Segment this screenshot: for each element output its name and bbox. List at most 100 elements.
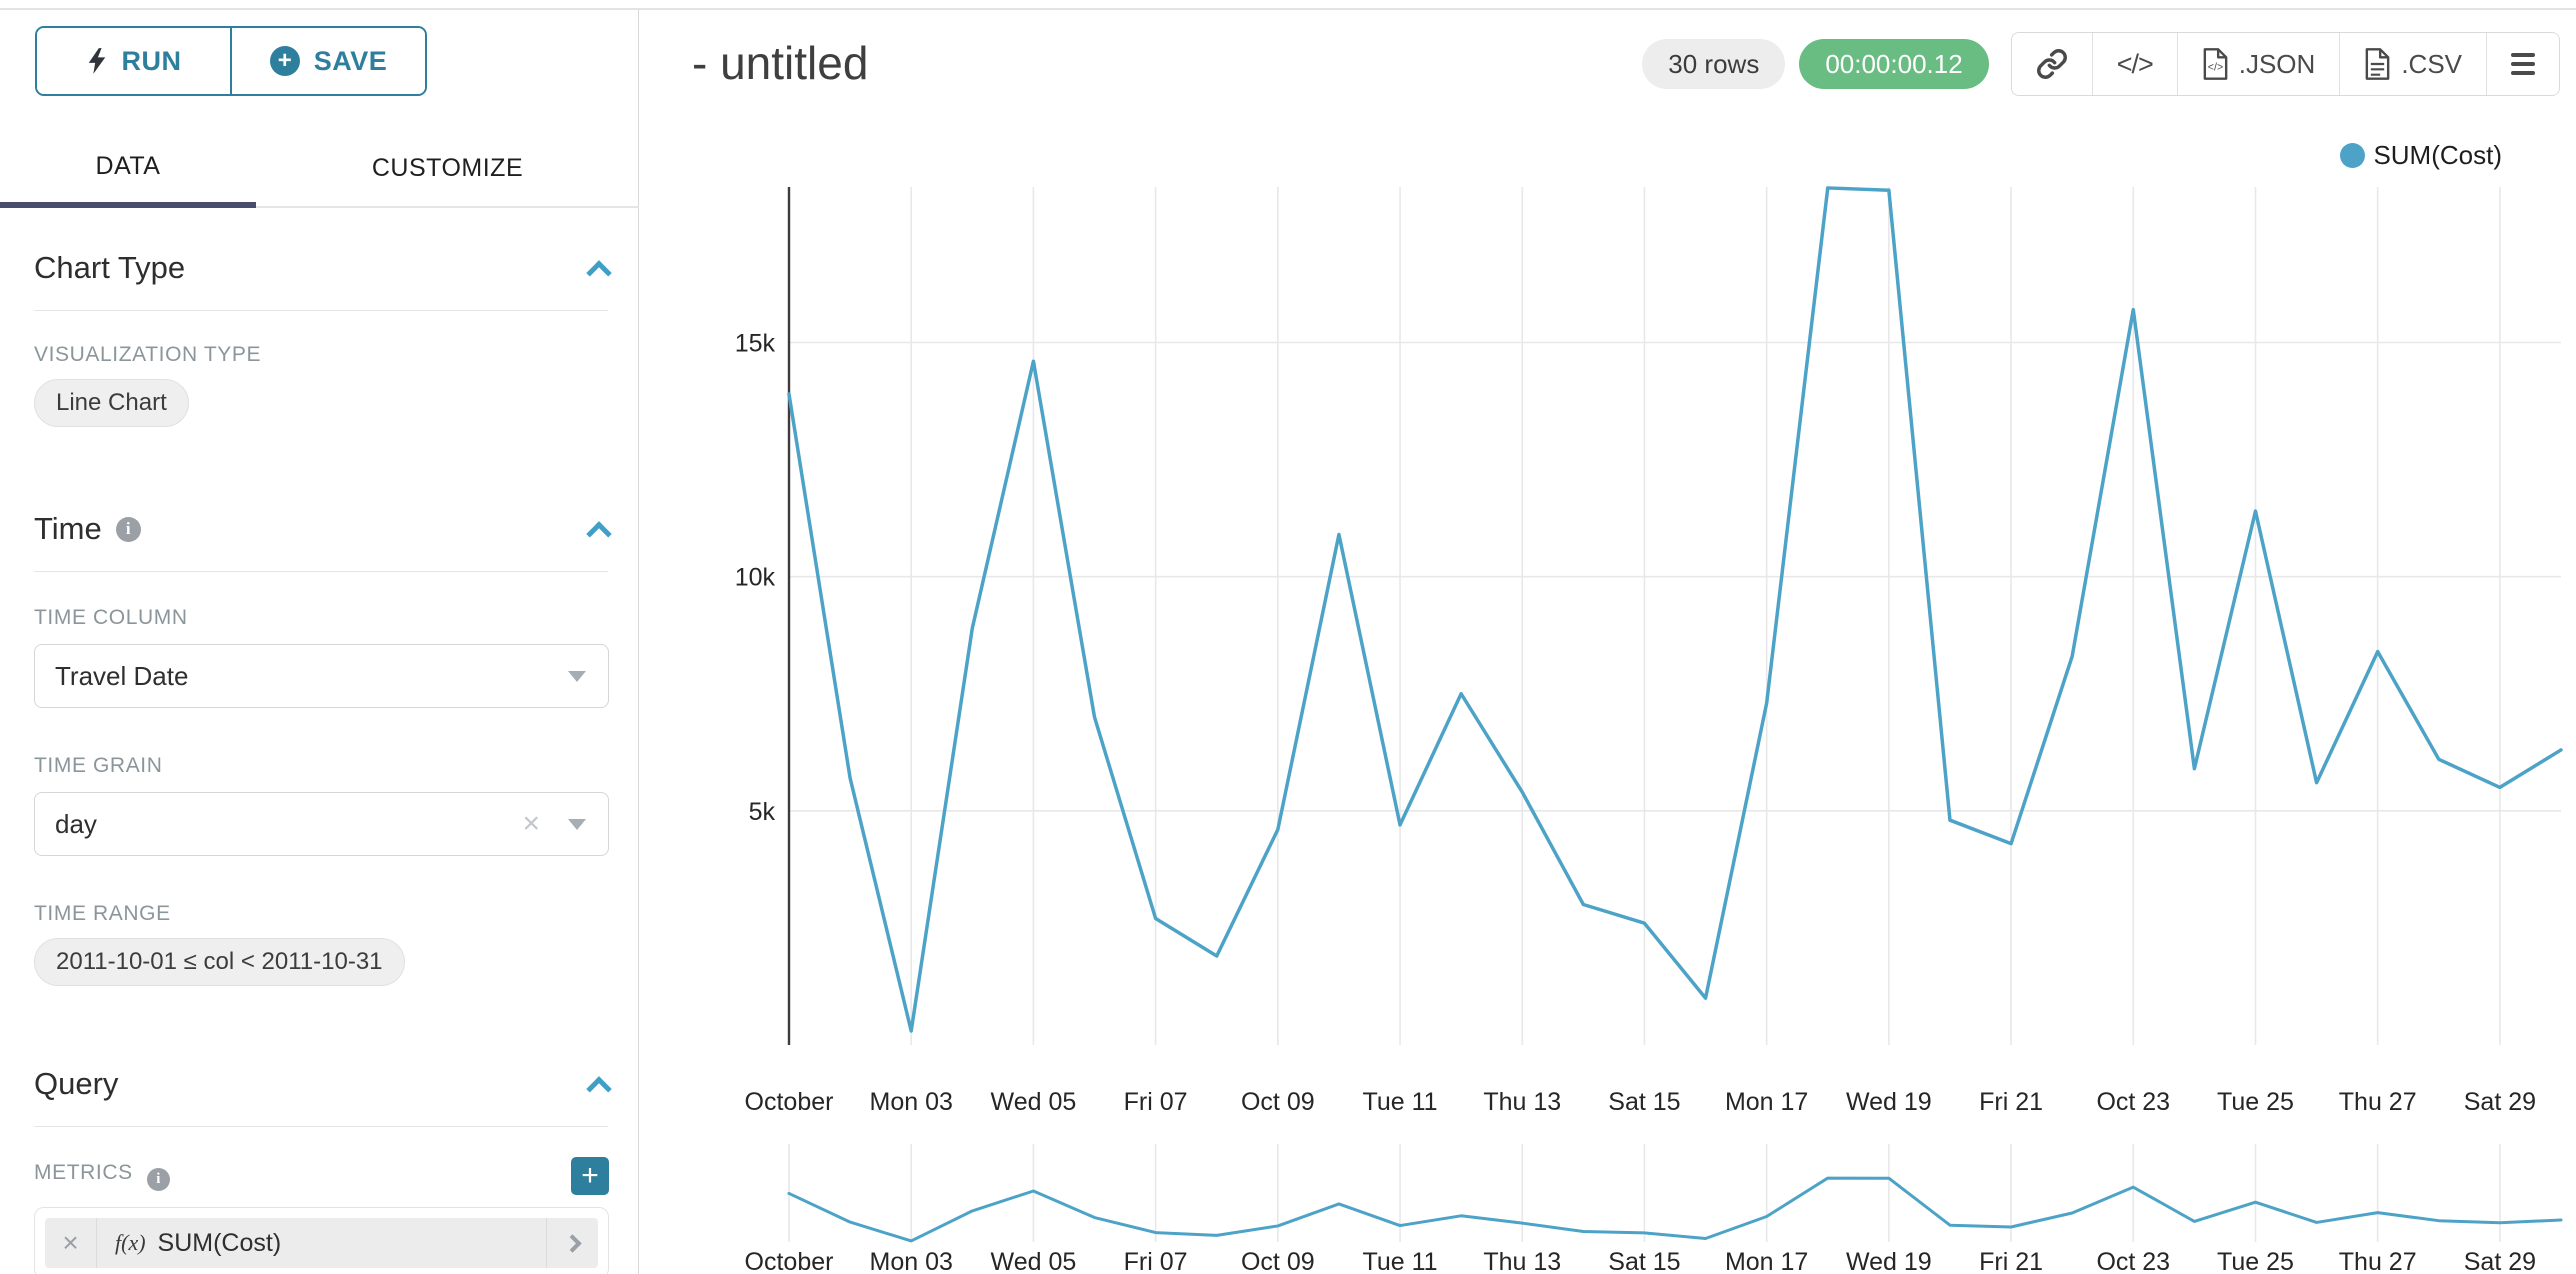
divider [34, 1126, 608, 1127]
time-grain-select[interactable]: day × [34, 792, 609, 856]
svg-text:5k: 5k [749, 798, 776, 826]
clear-icon[interactable]: × [522, 807, 540, 840]
save-button[interactable]: + SAVE [230, 28, 425, 94]
svg-text:15k: 15k [735, 329, 776, 357]
hamburger-icon [2511, 53, 2535, 75]
export-json-label: .JSON [2238, 48, 2316, 79]
row-count-badge: 30 rows [1642, 39, 1786, 89]
section-chart-type-title: Chart Type [34, 250, 186, 285]
remove-metric-icon[interactable]: × [45, 1218, 97, 1268]
legend-swatch [2340, 143, 2366, 168]
export-button-group: </> </> .JSON [2010, 32, 2560, 96]
time-range-pill[interactable]: 2011-10-01 ≤ col < 2011-10-31 [34, 938, 405, 986]
focus-mini-chart[interactable]: October Mon 03 Wed 05 Fri 07 Oct 09 Tue 11 Thu… [640, 1130, 2576, 1274]
svg-text:10k: 10k [735, 564, 776, 592]
export-csv-label: .CSV [2401, 48, 2462, 79]
metric-box: × f(x) SUM(Cost) [34, 1207, 609, 1274]
section-time-title-text: Time [34, 511, 102, 546]
svg-text:Mon 03: Mon 03 [870, 1088, 953, 1116]
controls-scroll-area: Chart Type VISUALIZATION TYPE Line Chart… [0, 208, 638, 1274]
time-grain-value: day [55, 808, 97, 839]
time-column-select[interactable]: Travel Date [34, 644, 609, 708]
file-code-icon: </> [2203, 48, 2228, 80]
expand-metric-button[interactable] [546, 1218, 598, 1268]
section-chart-type-header[interactable]: Chart Type [34, 250, 612, 286]
svg-text:Thu 27: Thu 27 [2339, 1248, 2417, 1274]
svg-text:Oct 09: Oct 09 [1241, 1248, 1315, 1274]
query-duration-badge: 00:00:00.12 [1799, 39, 1989, 89]
time-grain-label: TIME GRAIN [34, 754, 163, 777]
main-line-chart[interactable]: October Mon 03 Wed 05 Fri 07 Oct 09 Tue 11 Thu… [640, 120, 2576, 1130]
tab-data[interactable]: DATA [0, 130, 256, 208]
svg-text:Tue 11: Tue 11 [1363, 1248, 1438, 1274]
run-button[interactable]: RUN [37, 28, 230, 94]
link-icon [2036, 49, 2067, 79]
info-icon[interactable]: i [115, 516, 141, 542]
time-column-label: TIME COLUMN [34, 606, 188, 629]
svg-text:Sat 29: Sat 29 [2464, 1248, 2536, 1274]
chart-title[interactable]: - untitled [692, 37, 869, 89]
info-icon[interactable]: i [147, 1168, 171, 1191]
chart-legend[interactable]: SUM(Cost) [2340, 140, 2502, 171]
svg-text:Wed 05: Wed 05 [991, 1248, 1077, 1274]
collapse-chevron-icon[interactable] [586, 521, 612, 547]
svg-text:Tue 25: Tue 25 [2217, 1248, 2294, 1274]
svg-text:Thu 13: Thu 13 [1483, 1088, 1561, 1116]
view-query-button[interactable]: </> [2091, 33, 2177, 95]
export-csv-button[interactable]: .CSV [2339, 33, 2486, 95]
short-link-button[interactable] [2011, 33, 2092, 95]
chevron-down-icon [568, 670, 586, 682]
metric-chip[interactable]: × f(x) SUM(Cost) [45, 1218, 598, 1268]
run-button-label: RUN [121, 45, 182, 76]
svg-text:Wed 05: Wed 05 [991, 1088, 1077, 1116]
svg-text:Fri 07: Fri 07 [1124, 1088, 1188, 1116]
chart-header-actions: 30 rows 00:00:00.12 </> </> [1642, 32, 2560, 96]
svg-text:Fri 21: Fri 21 [1979, 1088, 2043, 1116]
svg-text:Sat 15: Sat 15 [1608, 1088, 1680, 1116]
svg-text:Mon 03: Mon 03 [870, 1248, 953, 1274]
control-panel-sidebar: RUN + SAVE DATA CUSTOMIZE Chart Type VIS… [0, 10, 639, 1274]
svg-text:October: October [745, 1088, 834, 1116]
metrics-label-row: METRICS i + [34, 1157, 609, 1195]
legend-label: SUM(Cost) [2373, 140, 2502, 170]
fx-icon: f(x) [115, 1230, 146, 1255]
add-metric-button[interactable]: + [571, 1157, 609, 1195]
plus-circle-icon: + [269, 46, 300, 76]
collapse-chevron-icon[interactable] [586, 260, 612, 286]
export-json-button[interactable]: </> .JSON [2176, 33, 2340, 95]
collapse-chevron-icon[interactable] [586, 1076, 612, 1102]
run-save-button-group: RUN + SAVE [35, 26, 427, 96]
tab-customize[interactable]: CUSTOMIZE [256, 130, 639, 208]
chart-container: - untitled 30 rows 00:00:00.12 </> [640, 10, 2576, 1274]
svg-text:Fri 07: Fri 07 [1124, 1248, 1188, 1274]
svg-text:Wed 19: Wed 19 [1846, 1088, 1932, 1116]
svg-text:Thu 13: Thu 13 [1483, 1248, 1561, 1274]
svg-text:Wed 19: Wed 19 [1846, 1248, 1932, 1274]
section-query-header[interactable]: Query [34, 1066, 612, 1102]
svg-text:Tue 11: Tue 11 [1363, 1088, 1438, 1116]
time-column-value: Travel Date [55, 660, 189, 691]
svg-text:Thu 27: Thu 27 [2339, 1088, 2417, 1116]
lightning-bolt-icon [88, 48, 105, 74]
chevron-right-icon [563, 1233, 582, 1253]
svg-text:Oct 23: Oct 23 [2096, 1248, 2170, 1274]
save-button-label: SAVE [313, 45, 388, 76]
metrics-label: METRICS i [34, 1161, 171, 1191]
svg-text:Sat 29: Sat 29 [2464, 1088, 2536, 1116]
top-border [0, 8, 2576, 10]
svg-text:October: October [745, 1248, 834, 1274]
file-text-icon [2365, 48, 2390, 80]
section-time-header[interactable]: Time i [34, 511, 612, 547]
viz-type-pill[interactable]: Line Chart [34, 379, 189, 427]
metrics-label-text: METRICS [34, 1161, 133, 1184]
svg-text:Sat 15: Sat 15 [1608, 1248, 1680, 1274]
svg-text:Oct 23: Oct 23 [2096, 1088, 2170, 1116]
svg-text:Fri 21: Fri 21 [1979, 1248, 2043, 1274]
svg-text:Tue 25: Tue 25 [2217, 1088, 2294, 1116]
divider [34, 571, 608, 572]
metric-chip-body[interactable]: f(x) SUM(Cost) [97, 1229, 546, 1258]
section-time-title: Time i [34, 511, 141, 547]
menu-button[interactable] [2486, 33, 2559, 95]
svg-text:</>: </> [2208, 62, 2223, 74]
